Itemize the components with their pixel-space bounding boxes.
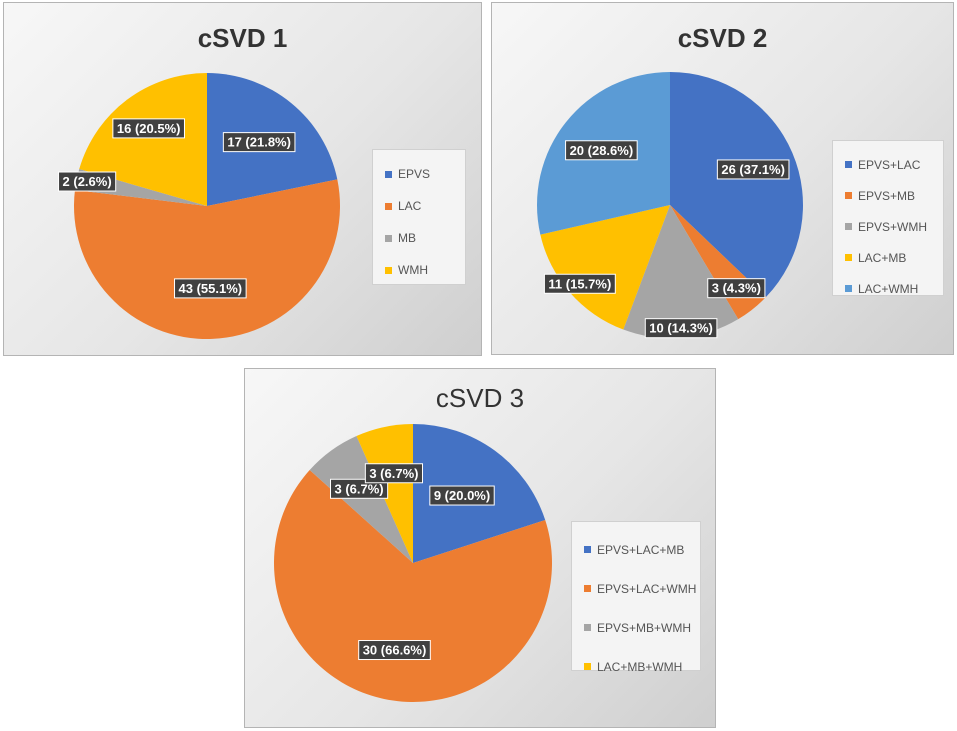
legend-swatch [584, 546, 591, 553]
legend-label: WMH [398, 263, 428, 277]
legend-swatch [584, 663, 591, 670]
legend-item-lac-wmh: LAC+WMH [845, 273, 933, 304]
data-label-text: 16 (20.5%) [117, 121, 181, 136]
legend-label: EPVS+WMH [858, 219, 928, 234]
legend-item-epvs-lac-wmh: EPVS+LAC+WMH [584, 569, 696, 608]
data-label-text: 3 (4.3%) [712, 281, 761, 296]
pie-chart-csvd-1: 17 (21.8%) 43 (55.1%) 2 (2.6%) 16 (20.5%) [58, 73, 340, 339]
data-label: 17 (21.8%) [222, 132, 296, 153]
data-label: 3 (4.3%) [707, 278, 766, 299]
legend-swatch [845, 161, 852, 168]
legend-item-mb: MB [385, 222, 455, 254]
legend-label: LAC+MB+WMH [597, 659, 683, 674]
data-label-text: 17 (21.8%) [227, 135, 291, 150]
data-label: 30 (66.6%) [358, 640, 431, 661]
legend-swatch [845, 192, 852, 199]
legend-item-lac-mb: LAC+MB [845, 242, 933, 273]
legend-item-epvs-lac-mb: EPVS+LAC+MB [584, 530, 690, 569]
data-label: 2 (2.6%) [58, 171, 117, 192]
pie-slice-epvs-lac-wmh [273, 469, 552, 702]
data-label: 3 (6.7%) [330, 478, 389, 499]
data-label-text: 10 (14.3%) [649, 321, 713, 336]
legend-label: LAC+WMH [858, 281, 919, 296]
data-label-text: 26 (37.1%) [721, 162, 785, 177]
legend-label: LAC+MB [858, 250, 907, 265]
data-label: 9 (20.0%) [429, 485, 495, 506]
data-label: 26 (37.1%) [716, 159, 790, 180]
legend-item-epvs-mb-wmh: EPVS+MB+WMH [584, 608, 692, 647]
data-label: 3 (6.7%) [364, 463, 423, 484]
legend-swatch [584, 585, 591, 592]
chart-panel-csvd-1: cSVD 1 17 (21.8%) 43 (55.1%) 2 (2.6%) 16 (2… [3, 2, 482, 356]
legend-label: EPVS+LAC+WMH [597, 581, 697, 596]
legend-label: EPVS+MB+WMH [597, 620, 692, 635]
legend-swatch [845, 223, 852, 230]
data-label-text: 2 (2.6%) [63, 174, 112, 189]
chart-title: cSVD 1 [197, 23, 288, 53]
legend-item-wmh: WMH [385, 254, 455, 286]
data-label-text: 20 (28.6%) [570, 143, 634, 158]
pie-chart-csvd-2: 26 (37.1%) 3 (4.3%) 10 (14.3%) 11 (15.7%) 20… [537, 72, 804, 339]
legend-label: EPVS+LAC+MB [597, 542, 685, 557]
legend: EPVS+LAC EPVS+MB EPVS+WMH LAC+MB LAC+WMH [832, 140, 944, 296]
legend-label: EPVS+MB [858, 188, 916, 203]
legend-swatch [385, 234, 392, 242]
data-label-text: 11 (15.7%) [548, 276, 611, 291]
pie-chart-csvd-3: 9 (20.0%) 30 (66.6%) 3 (6.7%)3 (6.7%) [273, 424, 552, 702]
legend-item-epvs-mb: EPVS+MB [845, 180, 933, 211]
legend-swatch [845, 285, 852, 292]
data-label: 20 (28.6%) [565, 140, 638, 161]
legend-swatch [385, 170, 392, 178]
data-label-text: 43 (55.1%) [179, 281, 243, 296]
legend-item-lac-mb-wmh: LAC+MB+WMH [584, 647, 690, 686]
legend-label: EPVS [398, 167, 431, 181]
pie-slice-lac [73, 179, 340, 339]
legend-item-epvs: EPVS [385, 158, 455, 190]
legend: EPVS+LAC+MB EPVS+LAC+WMH EPVS+MB+WMH LAC+MB… [571, 521, 701, 674]
data-label: 43 (55.1%) [174, 278, 247, 299]
data-label-text: 30 (66.6%) [363, 643, 427, 658]
data-label-text: 3 (6.7%) [335, 481, 384, 496]
legend-swatch [584, 624, 591, 631]
data-label: 10 (14.3%) [644, 318, 718, 339]
legend-swatch [845, 254, 852, 261]
chart-title: cSVD 3 [435, 383, 525, 413]
pie-slice-epvs-mb-wmh [309, 436, 413, 563]
chart-panel-csvd-2: cSVD 2 26 (37.1%) 3 (4.3%) 10 (14.3%) 11 (1… [491, 2, 954, 355]
legend-label: LAC [398, 199, 422, 213]
data-label-text: 9 (20.0%) [434, 488, 490, 503]
legend: EPVS LAC MB WMH [372, 149, 466, 285]
legend-item-epvs-lac: EPVS+LAC [845, 149, 933, 180]
legend-label: MB [398, 231, 416, 245]
pie-slice-epvs-lac [670, 72, 804, 297]
data-label: 16 (20.5%) [112, 118, 185, 139]
pie-slice-epvs-wmh [623, 205, 739, 338]
legend-swatch [385, 202, 392, 210]
data-label-text: 3 (6.7%) [369, 466, 418, 481]
chart-title: cSVD 2 [677, 23, 768, 53]
data-label: 11 (15.7%) [543, 273, 616, 294]
chart-panel-csvd-3: cSVD 3 9 (20.0%) 30 (66.6%) 3 (6.7%) 3 (6.7… [244, 368, 716, 728]
pie-slice-lac-mb [540, 205, 670, 330]
legend-item-lac: LAC [385, 190, 455, 222]
legend-item-epvs-wmh: EPVS+WMH [845, 211, 933, 242]
legend-label: EPVS+LAC [858, 157, 921, 172]
legend-swatch [385, 266, 392, 274]
